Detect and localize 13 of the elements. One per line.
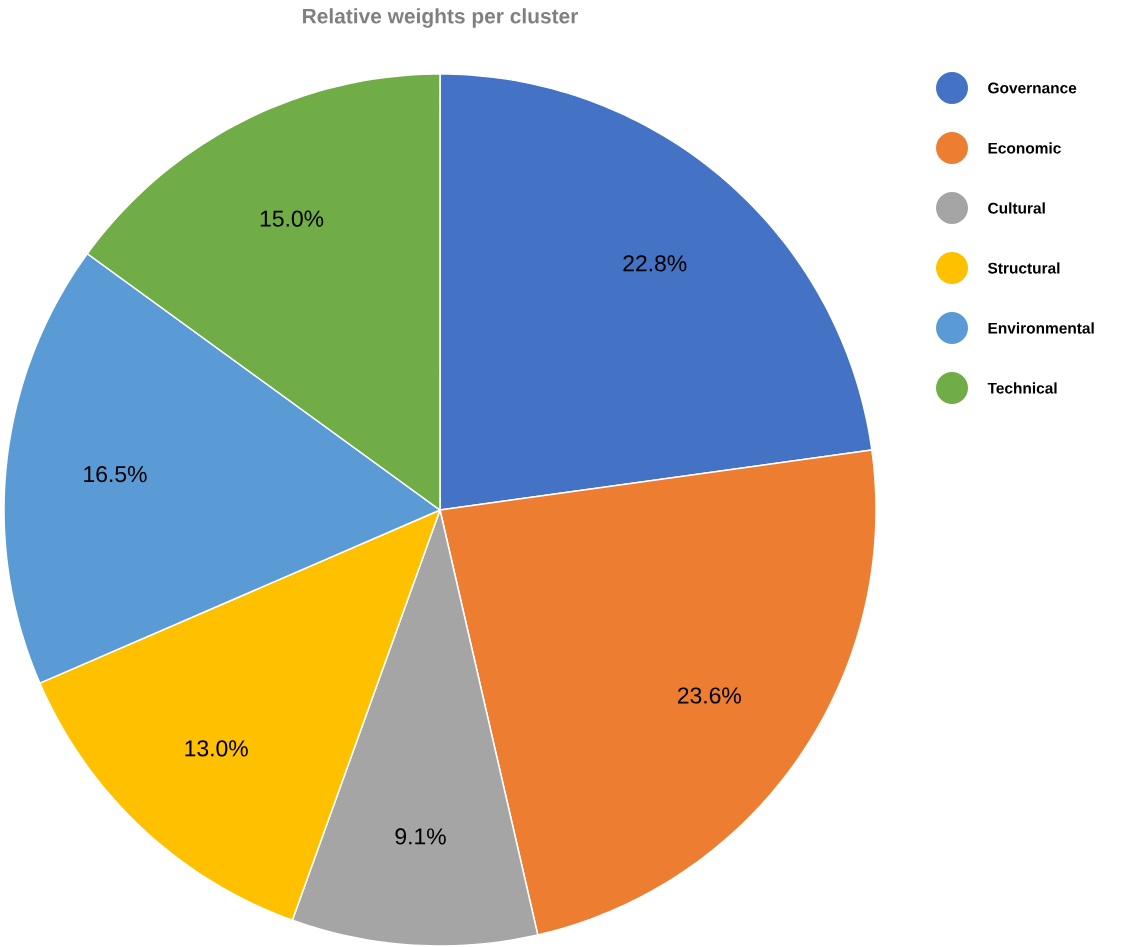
data-label: 23.6% xyxy=(677,687,741,704)
legend-label: Environmental xyxy=(988,322,1094,334)
data-label: 15.0% xyxy=(260,210,324,227)
chart-title: Relative weights per cluster xyxy=(303,8,579,28)
legend-label: Structural xyxy=(987,262,1060,274)
data-label: 13.0% xyxy=(185,740,248,757)
legend-label: Economic xyxy=(988,142,1061,154)
legend-label: Technical xyxy=(987,382,1057,394)
legend-label: Governance xyxy=(988,82,1077,94)
data-label: 22.8% xyxy=(623,255,687,272)
legend-label: Cultural xyxy=(988,202,1045,214)
data-label: 9.1% xyxy=(395,828,446,845)
data-label: 16.5% xyxy=(84,466,147,483)
